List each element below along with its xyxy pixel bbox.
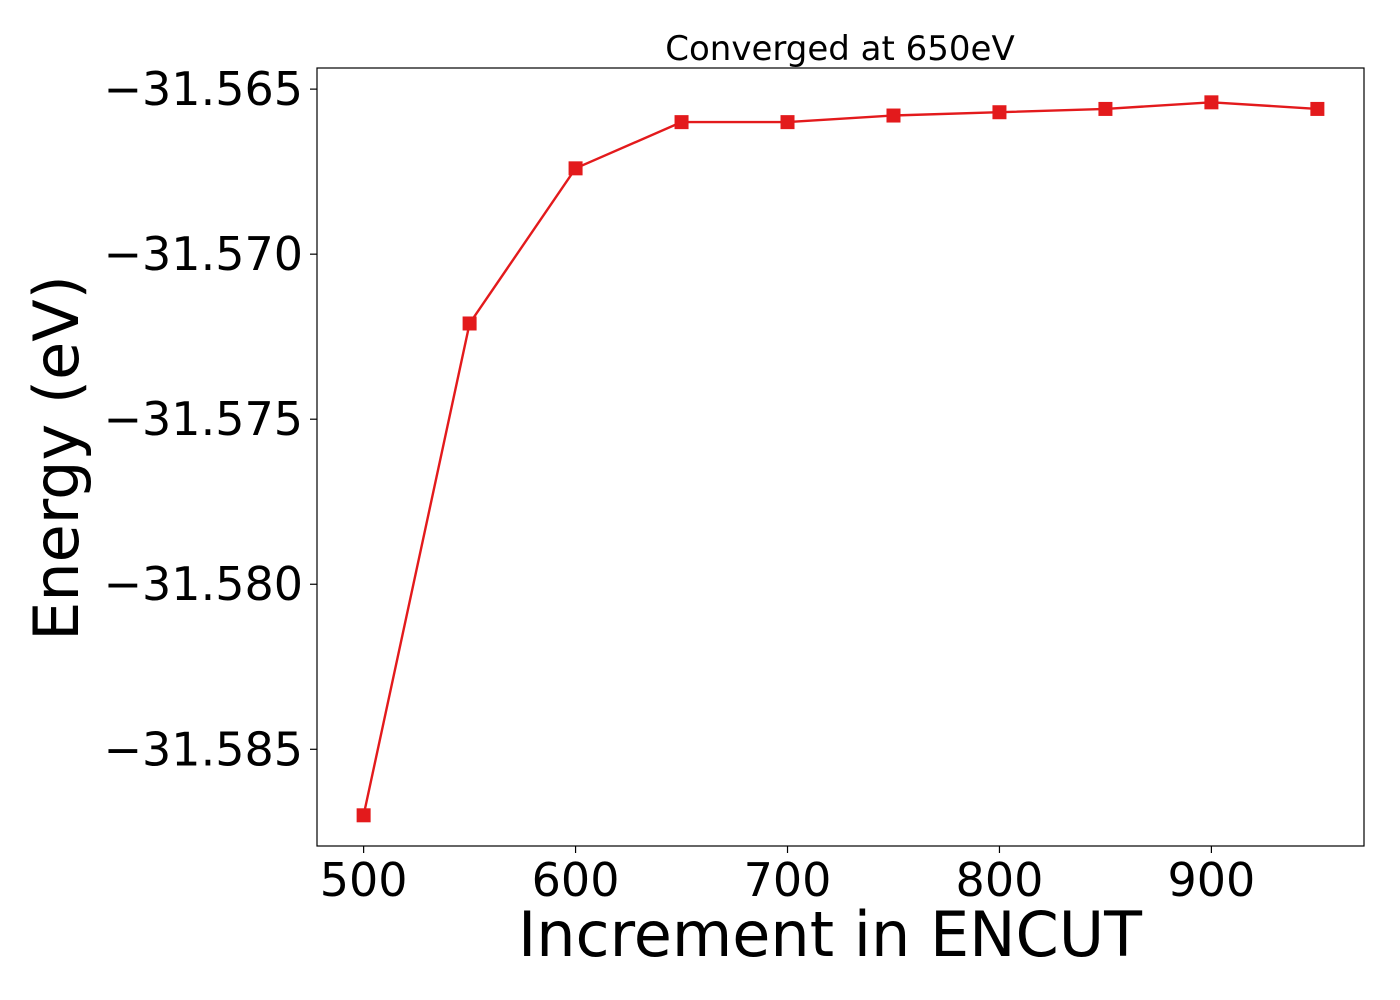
y-tick-label: −31.565: [104, 62, 304, 116]
plot-area-frame: [316, 67, 1365, 847]
y-tick-label: −31.585: [104, 722, 304, 776]
y-axis: −31.565 −31.570 −31.575 −31.580 −31.585: [104, 62, 317, 776]
data-point-marker: [674, 115, 689, 130]
data-point-marker: [886, 108, 901, 123]
x-tick-label: 700: [744, 853, 832, 907]
data-point-marker: [568, 161, 583, 176]
x-tick-label: 500: [320, 853, 408, 907]
x-axis: 500 600 700 800 900: [320, 846, 1255, 907]
data-point-marker: [1310, 101, 1325, 116]
x-axis-label: Increment in ENCUT: [518, 898, 1143, 971]
x-tick-label: 600: [532, 853, 620, 907]
data-series: [356, 95, 1325, 823]
x-tick-label: 900: [1167, 853, 1255, 907]
series-line: [362, 101, 1318, 816]
data-point-marker: [1098, 101, 1113, 116]
y-tick-label: −31.580: [104, 557, 304, 611]
data-point-marker: [1204, 95, 1219, 110]
data-point-marker: [992, 105, 1007, 120]
chart-title: Converged at 650eV: [665, 29, 1014, 69]
y-axis-label: Energy (eV): [20, 275, 93, 641]
x-tick-label: 800: [956, 853, 1044, 907]
data-point-marker: [780, 115, 795, 130]
y-tick-label: −31.570: [104, 227, 304, 281]
data-point-marker: [356, 808, 371, 823]
y-tick-label: −31.575: [104, 392, 304, 446]
data-point-marker: [462, 316, 477, 331]
